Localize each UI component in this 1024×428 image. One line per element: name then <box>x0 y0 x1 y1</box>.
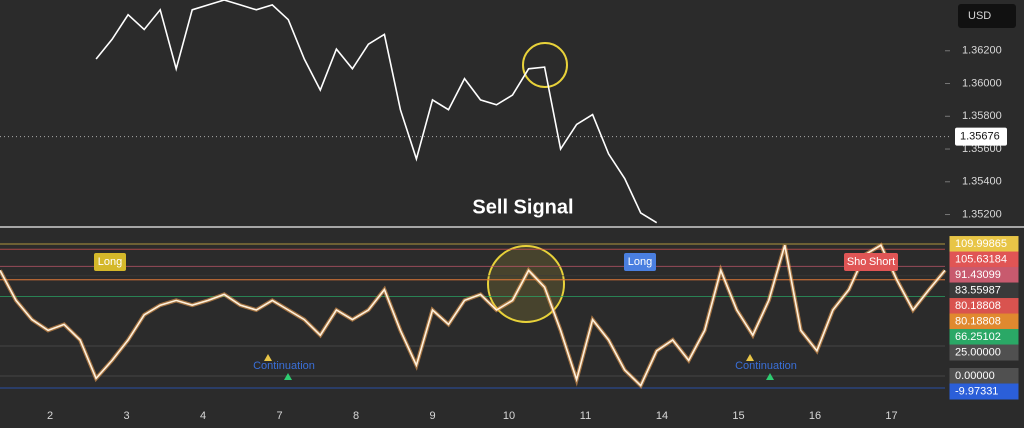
level-label: 25.00000 <box>955 346 1001 358</box>
signal-tag <box>866 253 898 271</box>
y-tick-label: 1.36000 <box>962 77 1002 89</box>
currency: USD <box>968 10 991 22</box>
y-tick-label: 1.35600 <box>962 143 1002 155</box>
level-label: 105.63184 <box>955 253 1007 265</box>
triangle <box>264 354 272 361</box>
y-tick-label: 1.35400 <box>962 176 1002 188</box>
signal-label: Long <box>98 256 122 268</box>
x-tick-label: 17 <box>885 410 897 422</box>
last-price-label: 1.35676 <box>960 130 1000 142</box>
sell-signal: Sell Signal <box>472 196 573 218</box>
y-tick-label: 1.35200 <box>962 208 1002 220</box>
x-tick-label: 7 <box>276 410 282 422</box>
x-tick-label: 9 <box>429 410 435 422</box>
currency-box[interactable] <box>958 4 1016 28</box>
x-tick-label: 15 <box>732 410 744 422</box>
x-tick-label: 16 <box>809 410 821 422</box>
signal-tag <box>94 253 126 271</box>
level-label: 80.18808 <box>955 300 1001 312</box>
y-tick-label: 1.36200 <box>962 45 1002 57</box>
triangle <box>284 373 292 380</box>
last-price-box <box>955 127 1007 146</box>
level-tag <box>949 236 1019 253</box>
x-tick-label: 10 <box>503 410 515 422</box>
x-tick-label: 14 <box>656 410 668 422</box>
level-tag <box>949 383 1019 400</box>
oscillator-line <box>0 244 946 387</box>
triangle <box>766 373 774 380</box>
continuation-label: Continuation <box>253 360 315 372</box>
signal-label: Long <box>628 256 652 268</box>
level-label: 91.43099 <box>955 269 1001 281</box>
level-label: 0.00000 <box>955 370 995 382</box>
level-label: -9.97331 <box>955 385 998 397</box>
highlight-circle <box>522 42 568 88</box>
x-tick-label: 2 <box>47 410 53 422</box>
continuation-label: Continuation <box>735 360 797 372</box>
y-tick-label: 1.35800 <box>962 110 1002 122</box>
x-tick-label: 11 <box>580 410 591 422</box>
level-label: 66.25102 <box>955 331 1001 343</box>
level-label: 80.18808 <box>955 315 1001 327</box>
x-tick-label: 3 <box>123 410 129 422</box>
signal-tag <box>624 253 656 271</box>
level-label: 109.99865 <box>955 238 1007 250</box>
price-line <box>95 0 658 224</box>
signal-label: Short <box>869 256 895 268</box>
triangle <box>746 354 754 361</box>
x-tick-label: 8 <box>353 410 359 422</box>
level-label: 83.55987 <box>955 284 1001 296</box>
x-tick-label: 4 <box>200 410 206 422</box>
level-tag <box>949 344 1019 361</box>
